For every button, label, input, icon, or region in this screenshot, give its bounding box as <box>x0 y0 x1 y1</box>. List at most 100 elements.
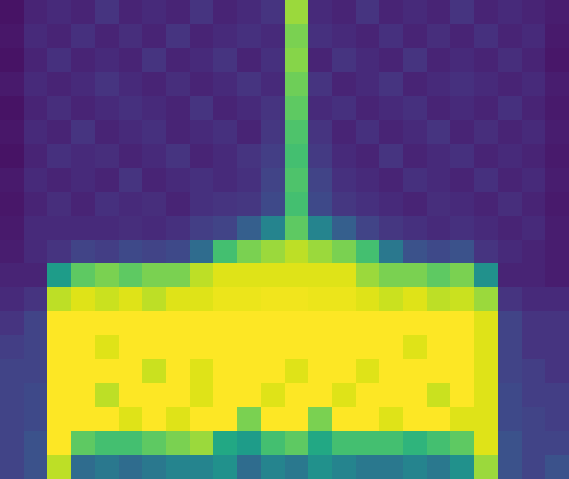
heatmap-cell <box>0 311 24 335</box>
heatmap-cell <box>403 287 427 311</box>
heatmap-cell <box>522 0 546 24</box>
heatmap-cell <box>379 96 403 120</box>
heatmap-cell <box>427 407 451 431</box>
heatmap-cell <box>450 263 474 287</box>
heatmap-cell <box>285 311 309 335</box>
heatmap-cell <box>261 263 285 287</box>
heatmap-cell <box>237 216 261 240</box>
heatmap-cell <box>261 359 285 383</box>
heatmap-cell <box>47 48 71 72</box>
heatmap-cell <box>142 455 166 479</box>
heatmap-cell <box>427 96 451 120</box>
heatmap-cell <box>332 383 356 407</box>
heatmap-cell <box>0 0 24 24</box>
heatmap-cell <box>71 263 95 287</box>
heatmap-cell <box>95 192 119 216</box>
heatmap-cell <box>190 287 214 311</box>
heatmap-cell <box>47 192 71 216</box>
heatmap-cell <box>261 0 285 24</box>
heatmap-cell <box>71 407 95 431</box>
heatmap-cell <box>119 96 143 120</box>
heatmap-cell <box>474 168 498 192</box>
heatmap-cell <box>332 120 356 144</box>
heatmap-cell <box>450 383 474 407</box>
heatmap-cell <box>332 311 356 335</box>
heatmap-cell <box>356 144 380 168</box>
heatmap-cell <box>71 144 95 168</box>
heatmap-cell <box>522 24 546 48</box>
heatmap-cell <box>498 216 522 240</box>
heatmap-cell <box>71 216 95 240</box>
heatmap-cell <box>356 0 380 24</box>
heatmap-cell <box>0 192 24 216</box>
heatmap-cell <box>213 120 237 144</box>
heatmap-cell <box>379 407 403 431</box>
heatmap-cell <box>308 455 332 479</box>
heatmap-cell <box>522 431 546 455</box>
heatmap-cell <box>24 216 48 240</box>
heatmap-cell <box>403 168 427 192</box>
heatmap-cell <box>0 407 24 431</box>
heatmap-cell <box>285 287 309 311</box>
heatmap-cell <box>95 144 119 168</box>
heatmap-cell <box>474 96 498 120</box>
heatmap-cell <box>522 168 546 192</box>
heatmap-cell <box>379 120 403 144</box>
heatmap-cell <box>119 216 143 240</box>
heatmap-cell <box>450 407 474 431</box>
heatmap-cell <box>95 0 119 24</box>
heatmap-cell <box>474 144 498 168</box>
heatmap-cell <box>95 431 119 455</box>
heatmap-cell <box>261 431 285 455</box>
heatmap-cell <box>166 216 190 240</box>
heatmap-cell <box>403 192 427 216</box>
heatmap-cell <box>0 263 24 287</box>
heatmap-cell <box>213 455 237 479</box>
heatmap-cell <box>474 431 498 455</box>
heatmap-cell <box>522 144 546 168</box>
heatmap-cell <box>308 359 332 383</box>
heatmap-cell <box>0 383 24 407</box>
heatmap-cell <box>142 287 166 311</box>
chart <box>0 0 569 479</box>
heatmap-cell <box>356 72 380 96</box>
heatmap-cell <box>142 0 166 24</box>
heatmap-cell <box>332 96 356 120</box>
heatmap-cell <box>190 383 214 407</box>
heatmap-cell <box>498 287 522 311</box>
heatmap-cell <box>379 311 403 335</box>
heatmap-cell <box>332 72 356 96</box>
heatmap-cell <box>142 144 166 168</box>
heatmap-cell <box>356 168 380 192</box>
heatmap-cell <box>356 263 380 287</box>
heatmap-cell <box>47 240 71 264</box>
heatmap-cell <box>166 96 190 120</box>
heatmap-cell <box>285 216 309 240</box>
heatmap-cell <box>522 96 546 120</box>
heatmap-cell <box>95 168 119 192</box>
heatmap-cell <box>190 216 214 240</box>
heatmap-cell <box>450 192 474 216</box>
heatmap-cell <box>237 0 261 24</box>
heatmap-cell <box>379 263 403 287</box>
heatmap-cell <box>379 192 403 216</box>
heatmap-cell <box>261 48 285 72</box>
heatmap-cell <box>332 48 356 72</box>
heatmap-cell <box>427 431 451 455</box>
heatmap-cell <box>450 24 474 48</box>
heatmap-cell <box>166 383 190 407</box>
heatmap-cell <box>237 48 261 72</box>
heatmap-cell <box>237 263 261 287</box>
heatmap-cell <box>261 311 285 335</box>
heatmap-cell <box>498 455 522 479</box>
heatmap-cell <box>545 216 569 240</box>
heatmap-cell <box>498 168 522 192</box>
heatmap-cell <box>498 383 522 407</box>
heatmap-cell <box>0 216 24 240</box>
heatmap-cell <box>71 335 95 359</box>
heatmap-cell <box>308 72 332 96</box>
heatmap-cell <box>95 287 119 311</box>
heatmap-cell <box>450 48 474 72</box>
heatmap-cell <box>427 120 451 144</box>
heatmap-cell <box>166 120 190 144</box>
